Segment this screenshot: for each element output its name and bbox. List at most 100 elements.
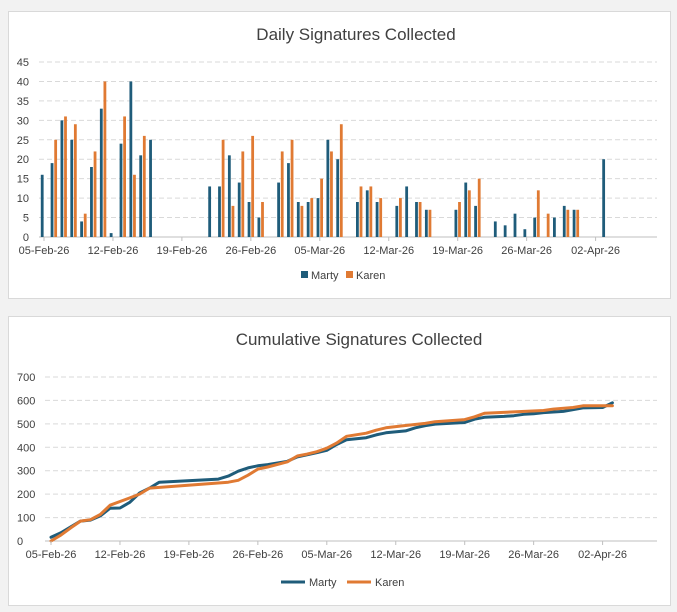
bar-marty bbox=[237, 182, 241, 237]
y-tick-label: 30 bbox=[17, 115, 29, 127]
bar-karen bbox=[73, 124, 77, 237]
bar-karen bbox=[54, 139, 58, 237]
bar-karen bbox=[330, 151, 333, 237]
bar-marty bbox=[415, 202, 418, 237]
bar-karen bbox=[142, 135, 146, 237]
x-tick-label: 05-Mar-26 bbox=[294, 245, 345, 257]
y-tick-label: 5 bbox=[23, 213, 29, 225]
bar-marty bbox=[306, 202, 310, 237]
bar-karen bbox=[300, 205, 304, 237]
daily-chart-panel: Daily Signatures Collected 0 5 10 15 20 25 30 35… bbox=[8, 11, 671, 299]
x-tick-label: 12-Mar-26 bbox=[363, 245, 414, 257]
bar-karen bbox=[93, 151, 97, 237]
bar-karen bbox=[320, 178, 323, 237]
bar-karen bbox=[379, 198, 383, 237]
x-tick-label: 26-Feb-26 bbox=[225, 245, 276, 257]
bar-marty bbox=[562, 205, 566, 237]
bar-karen bbox=[251, 135, 255, 237]
bar-karen bbox=[133, 174, 136, 237]
bar-marty bbox=[513, 213, 517, 237]
bar-karen bbox=[339, 124, 343, 237]
x-tick-label: 05-Mar-26 bbox=[301, 549, 352, 561]
bar-marty bbox=[149, 139, 152, 237]
bar-marty bbox=[533, 217, 537, 237]
y-tick-label: 600 bbox=[17, 395, 35, 407]
bar-marty bbox=[464, 182, 468, 237]
legend-label-karen: Karen bbox=[356, 270, 385, 282]
bar-marty bbox=[553, 217, 556, 237]
bar-marty bbox=[405, 186, 409, 237]
bar-karen bbox=[261, 202, 264, 237]
bar-marty bbox=[257, 217, 261, 237]
bar-karen bbox=[241, 151, 245, 237]
bar-karen bbox=[428, 209, 432, 237]
bar-karen bbox=[221, 139, 225, 237]
bar-marty bbox=[287, 163, 290, 237]
bar-karen bbox=[458, 202, 461, 237]
y-tick-label: 0 bbox=[17, 536, 23, 548]
bar-marty bbox=[139, 155, 143, 237]
daily-signatures-chart: Daily Signatures Collected 0 5 10 15 20 25 30 35… bbox=[17, 25, 657, 282]
x-tick-label: 12-Feb-26 bbox=[95, 549, 146, 561]
line-marty bbox=[49, 401, 614, 539]
line-karen bbox=[49, 404, 614, 543]
bar-karen bbox=[290, 139, 294, 237]
legend-label-marty: Marty bbox=[311, 270, 339, 282]
bar-karen bbox=[546, 213, 550, 237]
bar-karen bbox=[477, 178, 481, 237]
bar-marty bbox=[395, 205, 399, 237]
x-tick-label: 02-Apr-26 bbox=[571, 245, 620, 257]
bar-karen bbox=[123, 116, 126, 237]
bar-karen bbox=[536, 190, 540, 237]
y-tick-label: 300 bbox=[17, 466, 35, 478]
bar-marty bbox=[365, 190, 369, 237]
bar-karen bbox=[231, 205, 235, 237]
bar-marty bbox=[247, 202, 251, 237]
bar-marty bbox=[218, 186, 221, 237]
y-tick-label: 45 bbox=[17, 57, 29, 69]
bar-marty bbox=[474, 205, 477, 237]
bar-marty bbox=[356, 202, 359, 237]
y-tick-label: 35 bbox=[17, 96, 29, 108]
bar-marty bbox=[336, 159, 340, 237]
y-tick-label: 25 bbox=[17, 135, 29, 147]
y-tick-label: 700 bbox=[17, 372, 35, 384]
bar-marty bbox=[109, 233, 113, 237]
x-tick-label: 19-Mar-26 bbox=[432, 245, 483, 257]
bar-marty bbox=[99, 108, 103, 238]
bar-marty bbox=[208, 186, 212, 237]
bar-karen bbox=[280, 151, 284, 237]
bar-marty bbox=[454, 209, 458, 237]
x-tick-label: 19-Feb-26 bbox=[164, 549, 215, 561]
legend-swatch-marty bbox=[301, 271, 308, 278]
y-tick-label: 40 bbox=[17, 76, 29, 88]
bar-marty bbox=[503, 225, 507, 237]
bar-karen bbox=[310, 198, 314, 237]
x-tick-label: 12-Feb-26 bbox=[88, 245, 139, 257]
x-tick-label: 19-Feb-26 bbox=[157, 245, 208, 257]
x-tick-label: 12-Mar-26 bbox=[370, 549, 421, 561]
bar-marty bbox=[326, 139, 330, 237]
bar-karen bbox=[576, 209, 580, 237]
cumulative-signatures-chart: Cumulative Signatures Collected 0 100 200 30… bbox=[17, 330, 657, 589]
x-tick-label: 26-Feb-26 bbox=[232, 549, 283, 561]
chart-title: Cumulative Signatures Collected bbox=[236, 330, 483, 349]
bar-karen bbox=[467, 190, 471, 237]
y-tick-label: 200 bbox=[17, 489, 35, 501]
bar-marty bbox=[227, 155, 231, 237]
y-tick-label: 500 bbox=[17, 419, 35, 431]
bar-marty bbox=[50, 163, 54, 237]
x-tick-label: 19-Mar-26 bbox=[439, 549, 490, 561]
legend-swatch-karen bbox=[346, 271, 353, 278]
y-tick-label: 0 bbox=[23, 232, 29, 244]
y-tick-label: 10 bbox=[17, 193, 29, 205]
bar-karen bbox=[359, 186, 363, 237]
bar-marty bbox=[523, 229, 527, 237]
bar-marty bbox=[493, 221, 497, 237]
bar-karen bbox=[64, 116, 67, 237]
x-tick-label: 05-Feb-26 bbox=[19, 245, 70, 257]
bar-karen bbox=[566, 209, 570, 237]
legend-label-karen: Karen bbox=[375, 577, 404, 589]
bar-marty bbox=[129, 81, 133, 237]
bar-marty bbox=[119, 143, 123, 237]
